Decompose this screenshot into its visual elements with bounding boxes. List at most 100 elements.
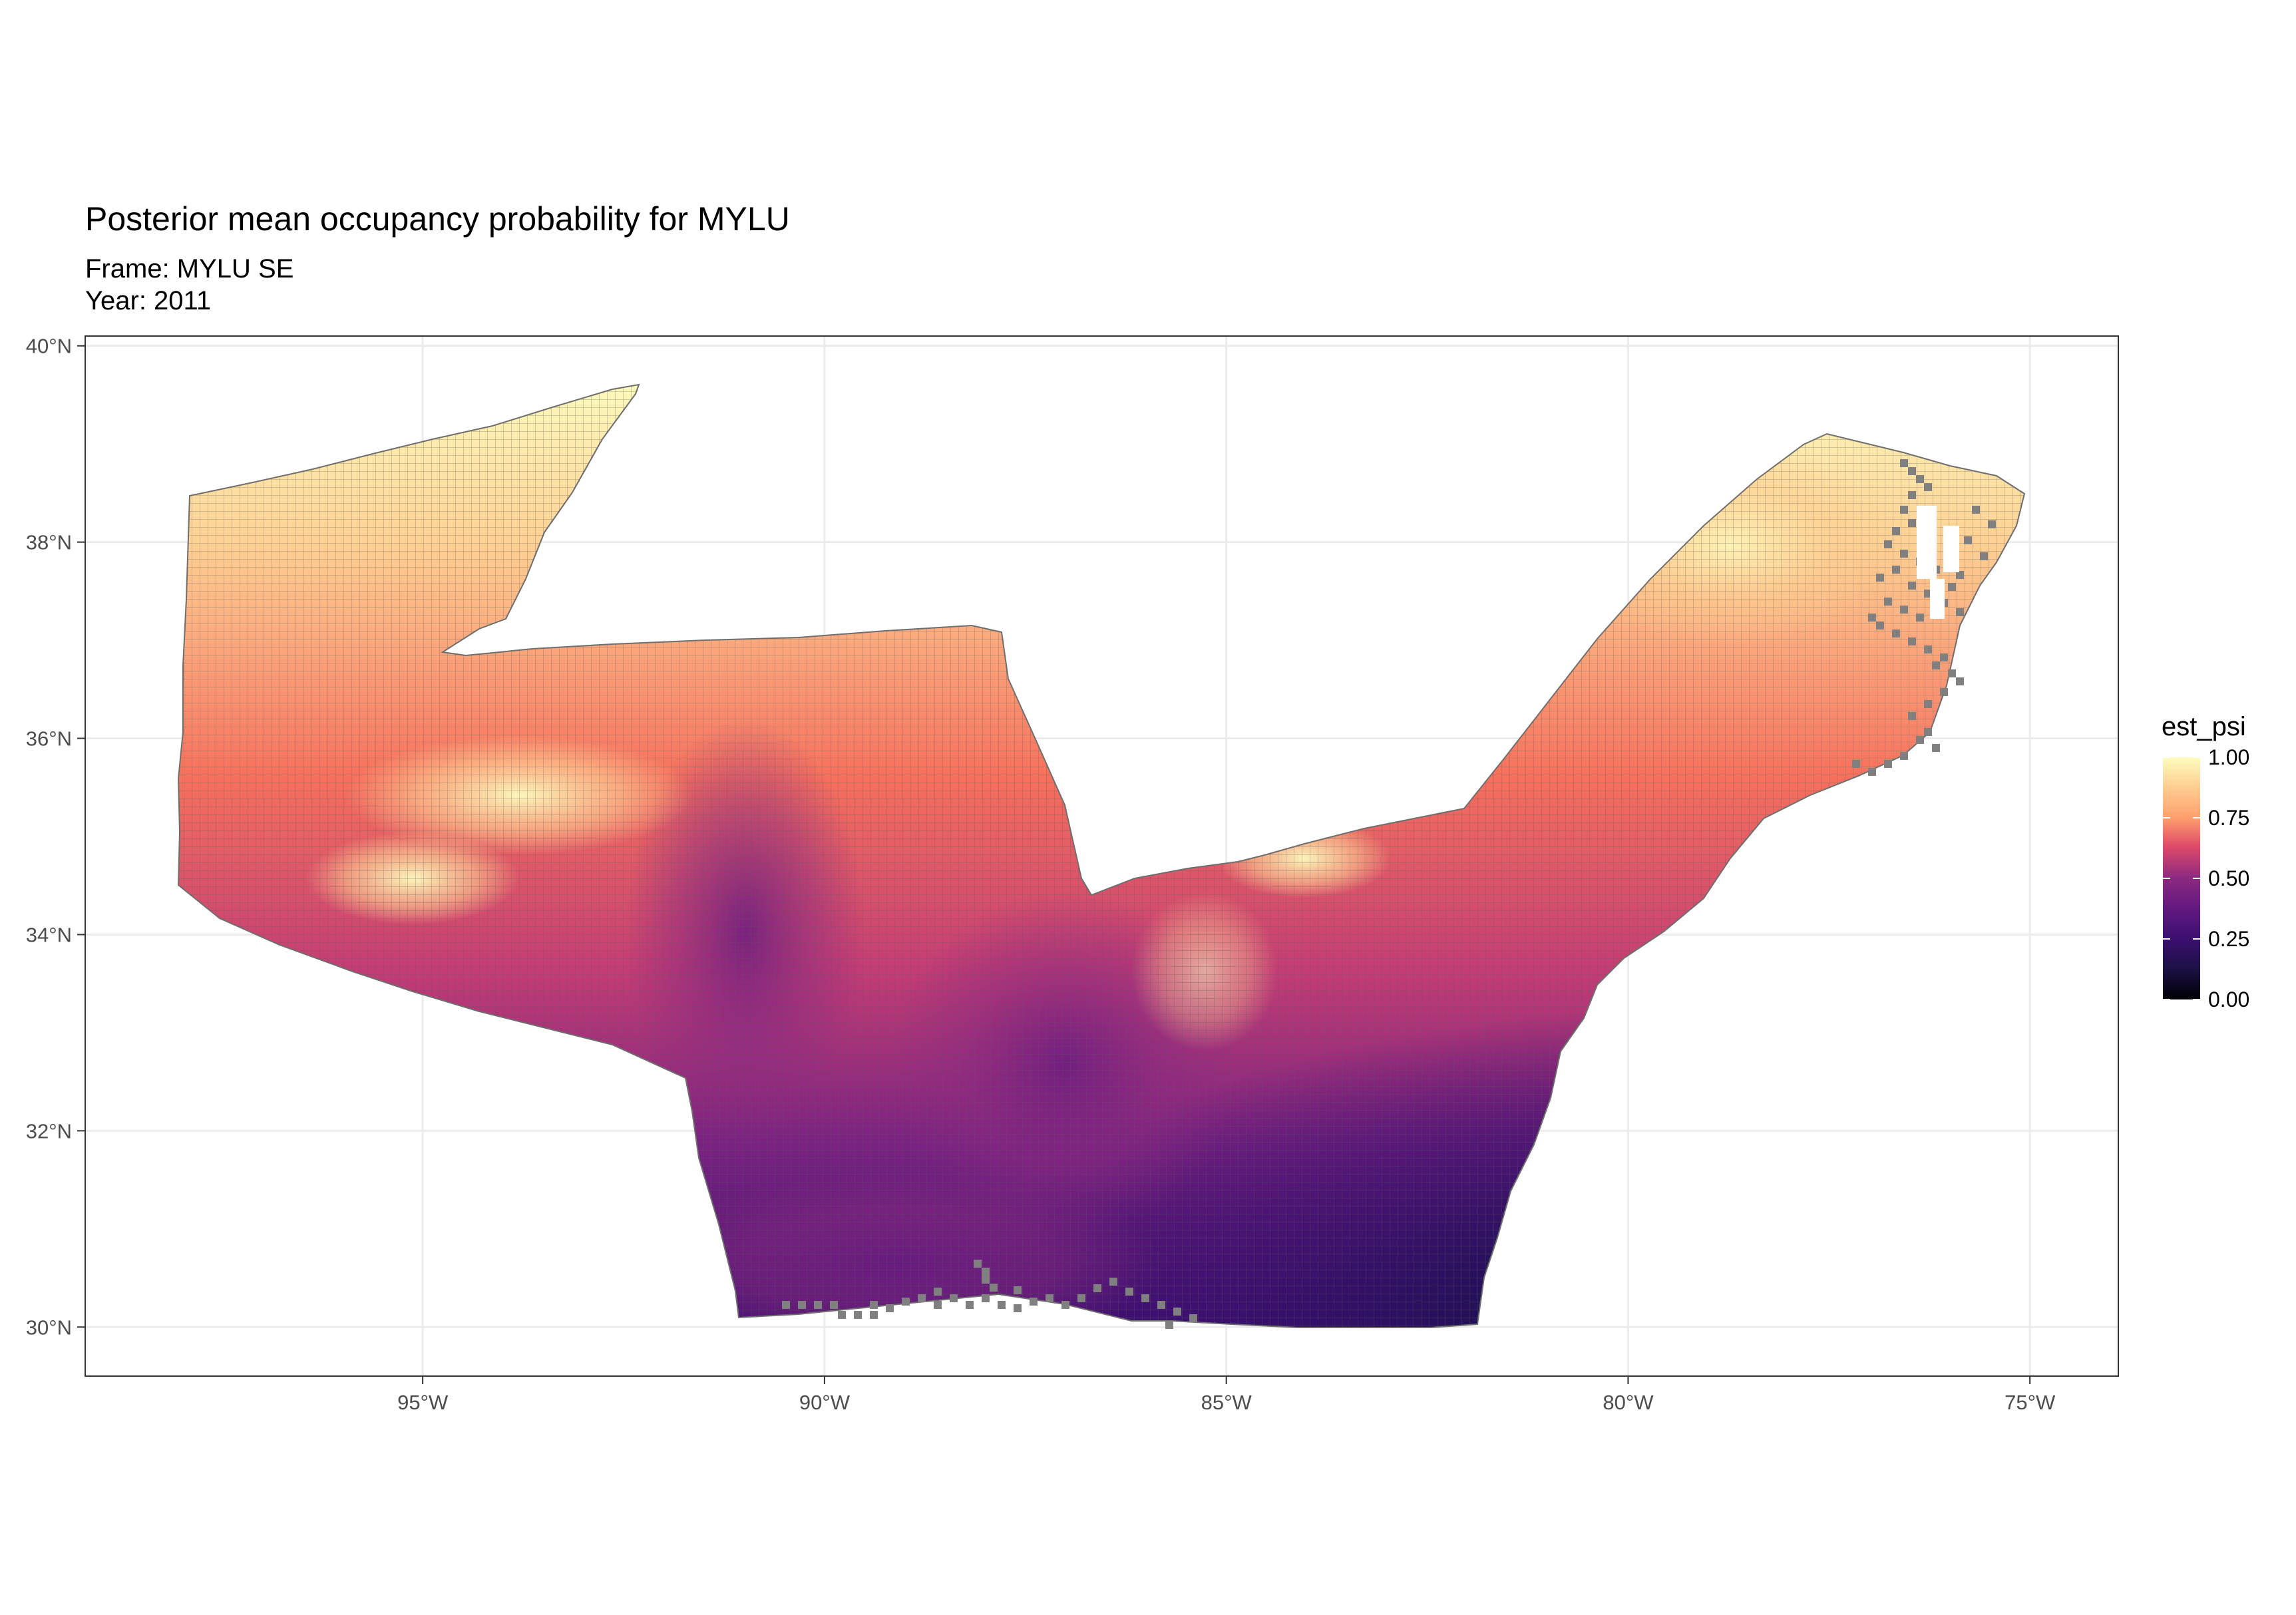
missing-cell bbox=[1964, 536, 1972, 544]
x-tick-label: 80°W bbox=[1603, 1391, 1654, 1414]
missing-cell bbox=[1940, 653, 1948, 661]
missing-cell bbox=[1908, 519, 1916, 527]
missing-cell bbox=[1868, 614, 1876, 622]
y-tick-label: 38°N bbox=[26, 531, 72, 554]
missing-data-cells bbox=[782, 459, 1996, 1329]
x-tick-label: 95°W bbox=[397, 1391, 449, 1414]
missing-cell bbox=[1932, 744, 1940, 752]
missing-cell bbox=[998, 1301, 1006, 1309]
missing-cell bbox=[990, 1284, 998, 1292]
no-data-gap bbox=[1917, 506, 1937, 579]
missing-cell bbox=[838, 1311, 846, 1319]
y-tick-label: 30°N bbox=[26, 1316, 72, 1339]
missing-cell bbox=[982, 1294, 990, 1302]
missing-cell bbox=[1876, 622, 1884, 629]
missing-cell bbox=[1924, 700, 1932, 708]
missing-cell bbox=[1884, 598, 1892, 606]
chart-subtitle-frame: Frame: MYLU SE bbox=[85, 254, 294, 283]
missing-cell bbox=[1173, 1308, 1181, 1316]
missing-cell bbox=[1061, 1301, 1069, 1309]
missing-cell bbox=[1908, 491, 1916, 499]
missing-cell bbox=[886, 1304, 894, 1312]
missing-cell bbox=[1884, 540, 1892, 548]
missing-cell bbox=[1852, 760, 1860, 768]
legend-tick-label: 1.00 bbox=[2208, 745, 2249, 769]
missing-cell bbox=[1109, 1278, 1117, 1286]
y-tick-label: 36°N bbox=[26, 727, 72, 751]
legend: est_psi 1.00 0.75 0.50 0.25 0.00 bbox=[2162, 712, 2249, 1011]
missing-cell bbox=[1908, 712, 1916, 720]
missing-cell bbox=[982, 1268, 990, 1276]
missing-cell bbox=[1093, 1284, 1101, 1292]
legend-tick-label: 0.00 bbox=[2208, 987, 2249, 1011]
missing-cell bbox=[1908, 637, 1916, 645]
missing-cell bbox=[1932, 661, 1940, 669]
missing-cell bbox=[870, 1311, 878, 1319]
missing-cell bbox=[1868, 768, 1876, 776]
plot-border bbox=[85, 335, 2119, 1377]
missing-cell bbox=[1900, 459, 1908, 467]
missing-cell bbox=[1014, 1286, 1022, 1294]
missing-cell bbox=[1876, 574, 1884, 582]
chart-subtitle-year: Year: 2011 bbox=[85, 286, 212, 315]
missing-cell bbox=[934, 1288, 942, 1296]
missing-cell bbox=[966, 1301, 974, 1309]
missing-cell bbox=[1892, 629, 1900, 637]
missing-cell bbox=[1125, 1288, 1133, 1296]
missing-cell bbox=[854, 1311, 862, 1319]
missing-cell bbox=[1908, 582, 1916, 590]
y-tick-label: 32°N bbox=[26, 1119, 72, 1143]
missing-cell bbox=[1956, 608, 1964, 616]
missing-cell bbox=[1916, 736, 1924, 744]
missing-cell bbox=[1046, 1294, 1053, 1302]
missing-cell bbox=[1948, 583, 1956, 591]
missing-cell bbox=[1892, 527, 1900, 535]
missing-cell bbox=[1900, 550, 1908, 558]
missing-cell bbox=[1988, 520, 1996, 528]
y-axis: 30°N 32°N 34°N 36°N 38°N 40°N bbox=[26, 335, 85, 1339]
missing-cell bbox=[974, 1260, 982, 1268]
missing-cell bbox=[1956, 571, 1964, 579]
x-tick-label: 85°W bbox=[1201, 1391, 1252, 1414]
missing-cell bbox=[982, 1276, 990, 1284]
missing-cell bbox=[1900, 506, 1908, 514]
missing-cell bbox=[1884, 760, 1892, 768]
missing-cell bbox=[830, 1301, 838, 1309]
x-tick-label: 90°W bbox=[799, 1391, 851, 1414]
y-tick-label: 34°N bbox=[26, 923, 72, 946]
missing-cell bbox=[1165, 1321, 1173, 1329]
missing-cell bbox=[1141, 1294, 1149, 1302]
legend-tick-label: 0.25 bbox=[2208, 927, 2249, 951]
missing-cell bbox=[782, 1301, 790, 1309]
chart-title: Posterior mean occupancy probability for… bbox=[85, 200, 790, 238]
missing-cell bbox=[1030, 1298, 1038, 1306]
missing-cell bbox=[1980, 552, 1988, 560]
legend-title: est_psi bbox=[2162, 712, 2246, 741]
missing-cell bbox=[870, 1301, 878, 1309]
missing-cell bbox=[1916, 475, 1924, 483]
missing-cell bbox=[1189, 1314, 1197, 1322]
missing-cell bbox=[1916, 614, 1924, 622]
missing-cell bbox=[1014, 1304, 1022, 1312]
missing-cell bbox=[934, 1301, 942, 1309]
legend-tick-label: 0.50 bbox=[2208, 866, 2249, 890]
x-axis: 95°W 90°W 85°W 80°W 75°W bbox=[397, 1376, 2056, 1414]
missing-cell bbox=[814, 1301, 822, 1309]
missing-cell bbox=[1908, 467, 1916, 475]
missing-cell bbox=[902, 1298, 910, 1306]
missing-cell bbox=[918, 1294, 926, 1302]
missing-cell bbox=[1924, 483, 1932, 491]
y-tick-label: 40°N bbox=[26, 335, 72, 358]
missing-cell bbox=[1948, 669, 1956, 677]
no-data-gap bbox=[1943, 526, 1959, 572]
missing-cell bbox=[1157, 1301, 1165, 1309]
missing-cell bbox=[1077, 1294, 1085, 1302]
missing-cell bbox=[950, 1294, 958, 1302]
x-tick-label: 75°W bbox=[2005, 1391, 2056, 1414]
missing-cell bbox=[1900, 752, 1908, 760]
legend-tick-label: 0.75 bbox=[2208, 806, 2249, 830]
missing-cell bbox=[1892, 566, 1900, 574]
missing-cell bbox=[1900, 606, 1908, 614]
missing-cell bbox=[1940, 688, 1948, 696]
